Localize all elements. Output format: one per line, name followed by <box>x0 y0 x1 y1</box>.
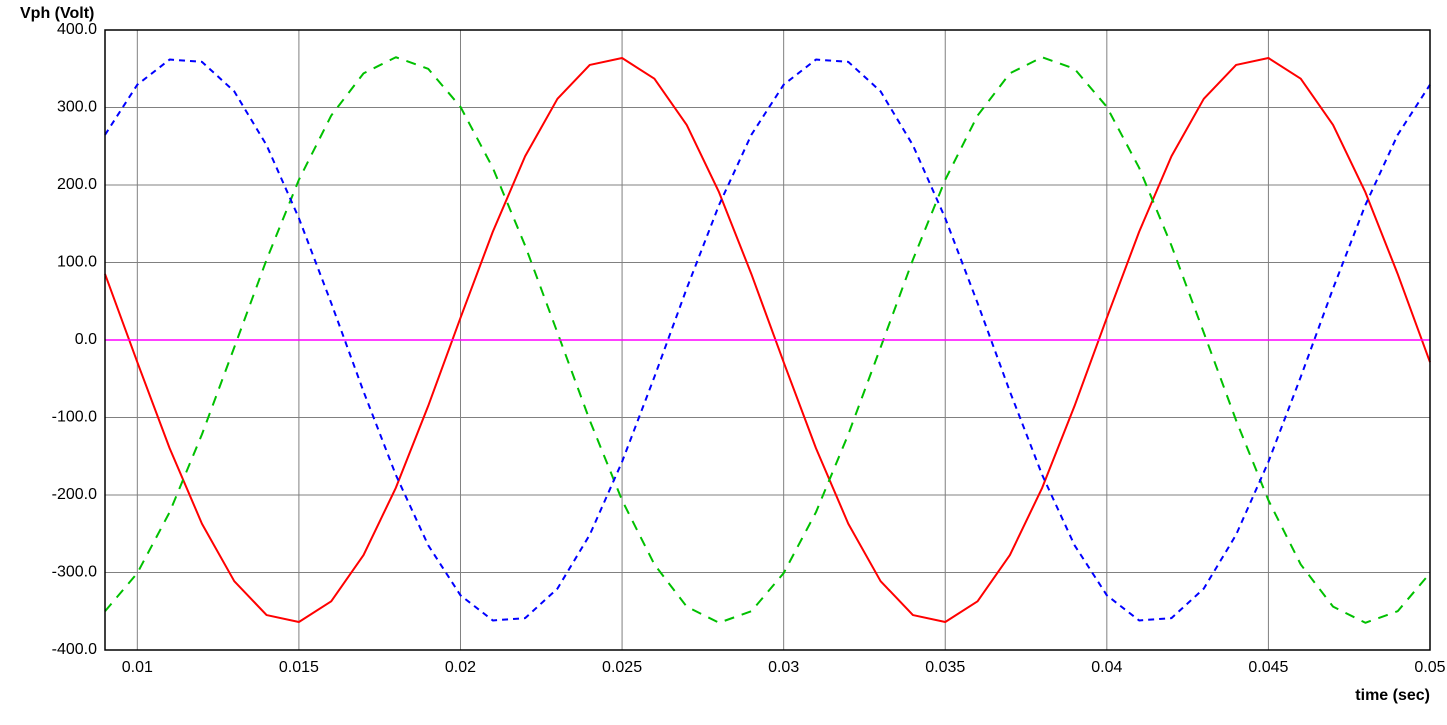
x-tick-label: 0.02 <box>445 659 476 676</box>
y-tick-label: -200.0 <box>52 486 97 503</box>
y-axis-title: Vph (Volt) <box>20 5 94 22</box>
y-tick-label: -400.0 <box>52 641 97 658</box>
y-tick-label: 0.0 <box>75 331 97 348</box>
y-tick-label: 200.0 <box>57 176 97 193</box>
y-tick-label: -100.0 <box>52 409 97 426</box>
x-tick-label: 0.03 <box>768 659 799 676</box>
x-tick-label: 0.035 <box>925 659 965 676</box>
y-tick-label: 300.0 <box>57 99 97 116</box>
x-tick-label: 0.01 <box>122 659 153 676</box>
x-tick-label: 0.04 <box>1091 659 1122 676</box>
chart-container: -400.0 -300.0 -200.0 -100.0 0.0 100.0 200.0 300… <box>0 0 1447 725</box>
x-tick-label: 0.05 <box>1414 659 1445 676</box>
x-tick-label: 0.015 <box>279 659 319 676</box>
x-tick-label: 0.045 <box>1248 659 1288 676</box>
y-tick-label: -300.0 <box>52 564 97 581</box>
chart-svg: -400.0 -300.0 -200.0 -100.0 0.0 100.0 200.0 300… <box>0 0 1447 725</box>
y-tick-label: 100.0 <box>57 254 97 271</box>
y-tick-label: 400.0 <box>57 21 97 38</box>
x-tick-label: 0.025 <box>602 659 642 676</box>
x-axis-title: time (sec) <box>1355 687 1430 704</box>
